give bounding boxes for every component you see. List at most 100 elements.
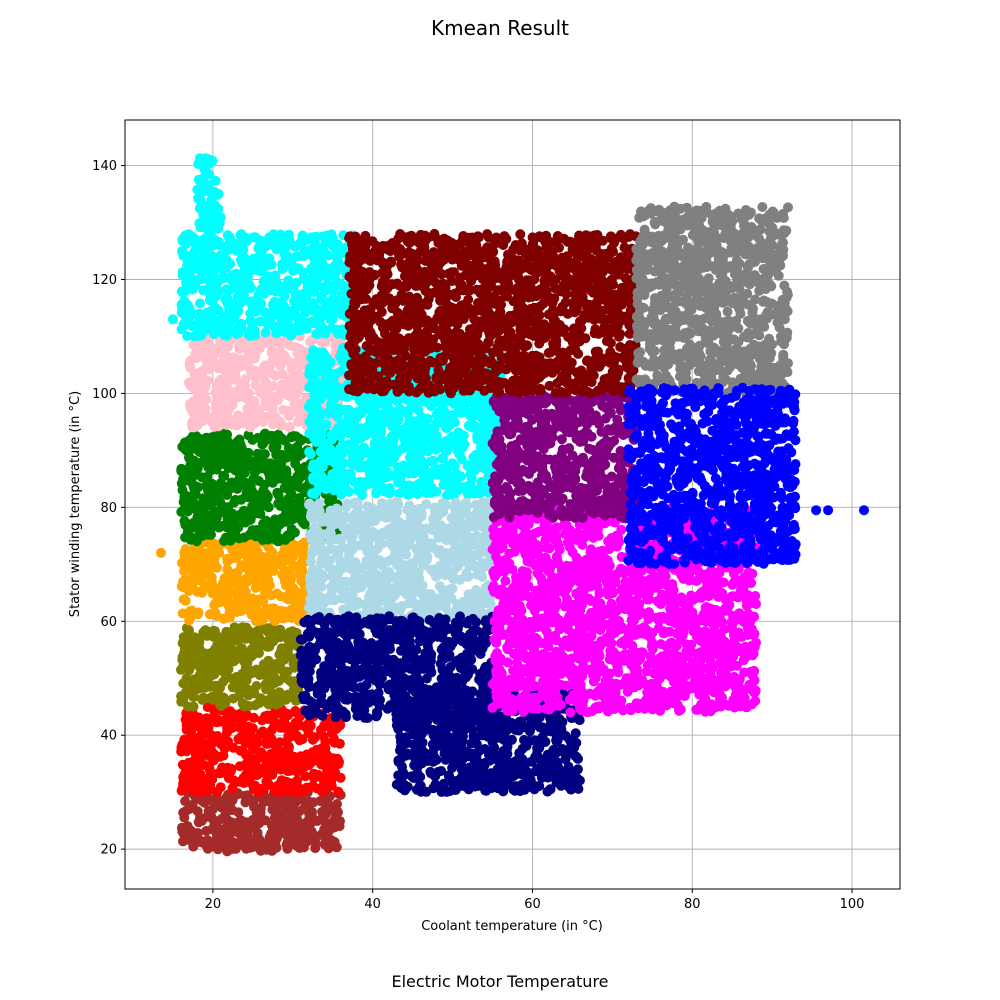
data-point [225,650,236,661]
data-point [205,693,216,703]
data-point [416,412,427,423]
data-point [335,263,346,273]
data-point [478,435,488,446]
data-point [316,366,327,377]
data-point [342,512,352,523]
data-point [460,521,471,532]
data-point [179,734,190,745]
data-point [188,770,199,781]
data-point [356,582,367,593]
data-point [179,515,190,526]
data-point [238,713,249,724]
data-point [187,583,198,594]
data-point [210,795,221,806]
data-point [309,425,320,436]
data-point [326,406,337,417]
data-point [260,327,271,338]
data-point [258,577,269,588]
data-point [222,556,233,567]
data-point [238,449,249,460]
data-point [198,627,209,638]
data-point [198,285,209,296]
data-point [329,393,340,404]
data-point [269,616,280,626]
data-point [373,590,384,601]
data-point [385,597,396,608]
data-point [289,831,300,842]
data-point [231,326,242,337]
data-point [226,477,237,488]
data-point [294,325,305,336]
data-point [382,417,393,428]
data-point [306,556,316,567]
data-point [240,737,251,748]
data-point [406,571,417,582]
data-point [366,579,377,590]
data-point [244,529,255,540]
data-point [419,602,430,613]
data-point [308,260,319,271]
data-point [239,650,250,661]
data-point [455,543,466,554]
data-point [422,446,433,457]
data-point [311,471,322,482]
data-point [200,381,211,392]
cluster-2 [176,622,305,712]
data-point [240,578,250,589]
data-point [311,831,322,842]
data-point [186,632,197,643]
data-point [197,340,208,351]
data-point [328,470,339,480]
data-point [224,578,235,588]
data-point [371,506,382,517]
data-point [227,783,238,794]
data-point [449,502,460,513]
data-point [342,498,353,509]
data-point [227,544,238,555]
data-point [225,370,236,380]
data-point [282,689,293,700]
data-point [177,465,188,476]
data-point [418,427,429,438]
data-point [261,241,271,252]
data-point [181,310,191,321]
data-point [255,803,266,814]
data-point [284,675,295,686]
data-point [203,461,214,472]
data-point [248,596,259,607]
data-point [292,766,303,777]
data-point [252,737,263,748]
data-point [304,446,315,457]
data-point [308,513,319,524]
cluster-1 [176,702,346,798]
data-point [474,560,485,571]
data-point [290,706,301,716]
data-point [211,610,222,621]
data-point [283,493,294,504]
data-point [225,284,236,295]
data-point [271,627,282,638]
data-point [277,299,287,310]
data-point [278,808,289,819]
data-point [261,684,272,695]
data-point [270,786,280,797]
data-point [213,203,224,214]
data-point [209,186,220,197]
data-point [269,678,280,689]
data-point [309,358,320,369]
data-point [377,560,388,571]
data-point [187,431,198,442]
data-point [306,316,317,327]
data-point [293,416,304,427]
data-point [211,305,222,316]
data-point [276,513,287,524]
data-point [327,724,337,735]
data-point [193,743,204,754]
data-point [271,820,282,831]
data-point [473,593,484,604]
data-point [201,448,212,458]
data-point [263,271,274,282]
data-point [180,544,191,554]
data-point [426,481,437,492]
data-point [218,263,229,273]
